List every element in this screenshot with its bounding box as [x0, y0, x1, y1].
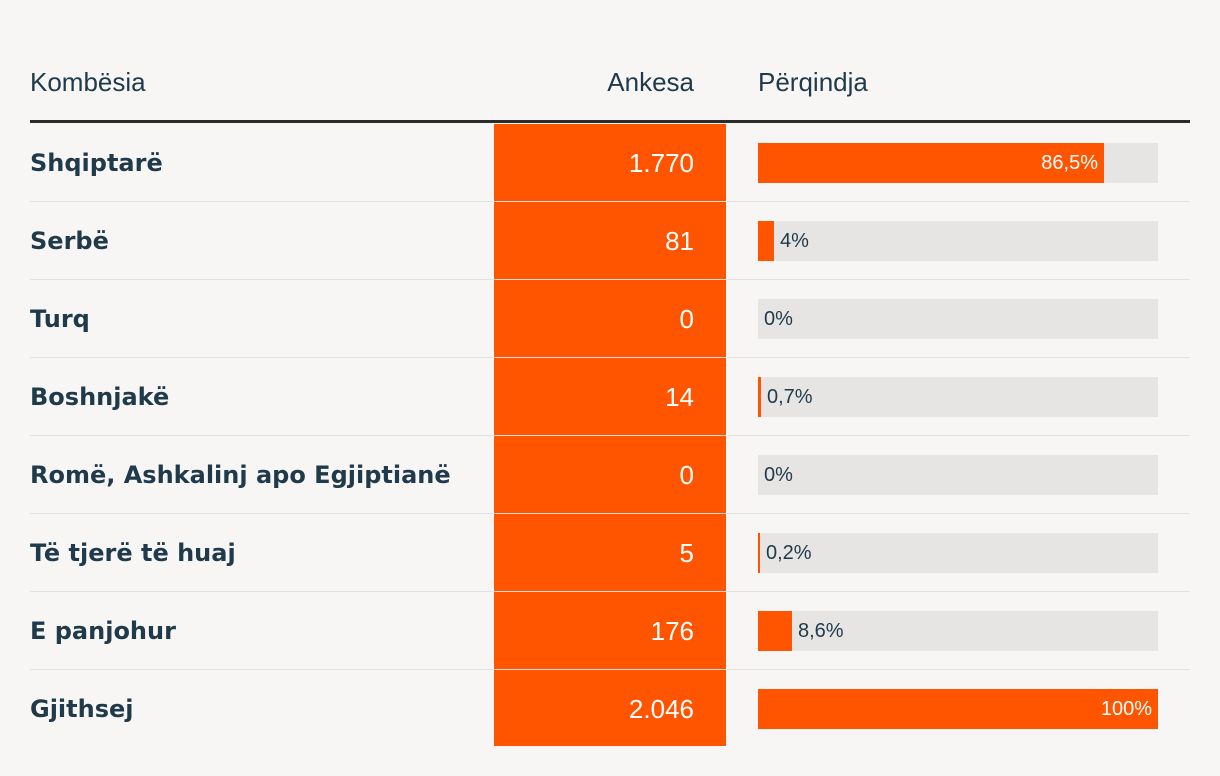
table-row: Turq 0 0% [30, 280, 1190, 358]
percent-bar [758, 377, 761, 417]
row-divider [30, 357, 1190, 358]
percent-bar-track: 0% [758, 299, 1158, 339]
table-header: Kombësia Ankesa Përqindja [30, 60, 1190, 104]
row-divider [30, 201, 1190, 202]
row-ankesa-value: 0 [679, 460, 694, 490]
table-row: Gjithsej 2.046 100% [30, 670, 1190, 748]
row-kombesia: Serbë [30, 227, 109, 255]
row-kombesia: Shqiptarë [30, 149, 163, 177]
row-divider [30, 513, 1190, 514]
ethnicity-complaints-table: Kombësia Ankesa Përqindja Shqiptarë 1.770… [30, 0, 1190, 776]
row-ankesa-value: 0 [679, 304, 694, 334]
percent-label: 0,7% [767, 386, 813, 408]
percent-label: 100% [1100, 698, 1152, 720]
percent-bar-track: 86,5% [758, 143, 1158, 183]
percent-bar-track: 8,6% [758, 611, 1158, 651]
percent-bar-track: 0% [758, 455, 1158, 495]
row-divider [30, 591, 1190, 592]
percent-bar [758, 689, 1158, 729]
row-ankesa-value: 14 [665, 382, 694, 412]
row-ankesa-value: 176 [650, 616, 694, 646]
row-kombesia: Gjithsej [30, 695, 134, 723]
row-divider [30, 669, 1190, 670]
row-kombesia: Turq [30, 305, 90, 333]
percent-label: 86,5% [1041, 152, 1098, 174]
percent-bar-track: 0,7% [758, 377, 1158, 417]
percent-label: 4% [780, 230, 809, 252]
row-divider [30, 279, 1190, 280]
table-row: Boshnjakë 14 0,7% [30, 358, 1190, 436]
percent-bar [758, 143, 1104, 183]
header-kombesia: Kombësia [30, 67, 146, 97]
table-row: Serbë 81 4% [30, 202, 1190, 280]
percent-bar [758, 611, 792, 651]
percent-bar-track: 0,2% [758, 533, 1158, 573]
percent-bar [758, 221, 774, 261]
row-divider [30, 435, 1190, 436]
table-row: Romë, Ashkalinj apo Egjiptianë 0 0% [30, 436, 1190, 514]
row-kombesia: Romë, Ashkalinj apo Egjiptianë [30, 461, 451, 489]
header-rule [30, 120, 1190, 123]
table-row: E panjohur 176 8,6% [30, 592, 1190, 670]
row-ankesa-value: 2.046 [628, 694, 694, 724]
row-ankesa-value: 81 [665, 226, 694, 256]
header-perqindja: Përqindja [758, 67, 868, 97]
percent-label: 0,2% [766, 542, 812, 564]
percent-label: 8,6% [798, 620, 844, 642]
table-row: Të tjerë të huaj 5 0,2% [30, 514, 1190, 592]
percent-label: 0% [764, 308, 793, 330]
row-ankesa-value: 5 [679, 538, 694, 568]
row-ankesa-value: 1.770 [628, 148, 694, 178]
row-kombesia: E panjohur [30, 617, 176, 645]
table-row: Shqiptarë 1.770 86,5% [30, 124, 1190, 202]
percent-bar-track: 4% [758, 221, 1158, 261]
row-kombesia: Boshnjakë [30, 383, 170, 411]
row-kombesia: Të tjerë të huaj [30, 539, 236, 567]
percent-bar [758, 533, 760, 573]
percent-bar-track: 100% [758, 689, 1158, 729]
header-ankesa: Ankesa [607, 67, 694, 97]
percent-label: 0% [764, 464, 793, 486]
